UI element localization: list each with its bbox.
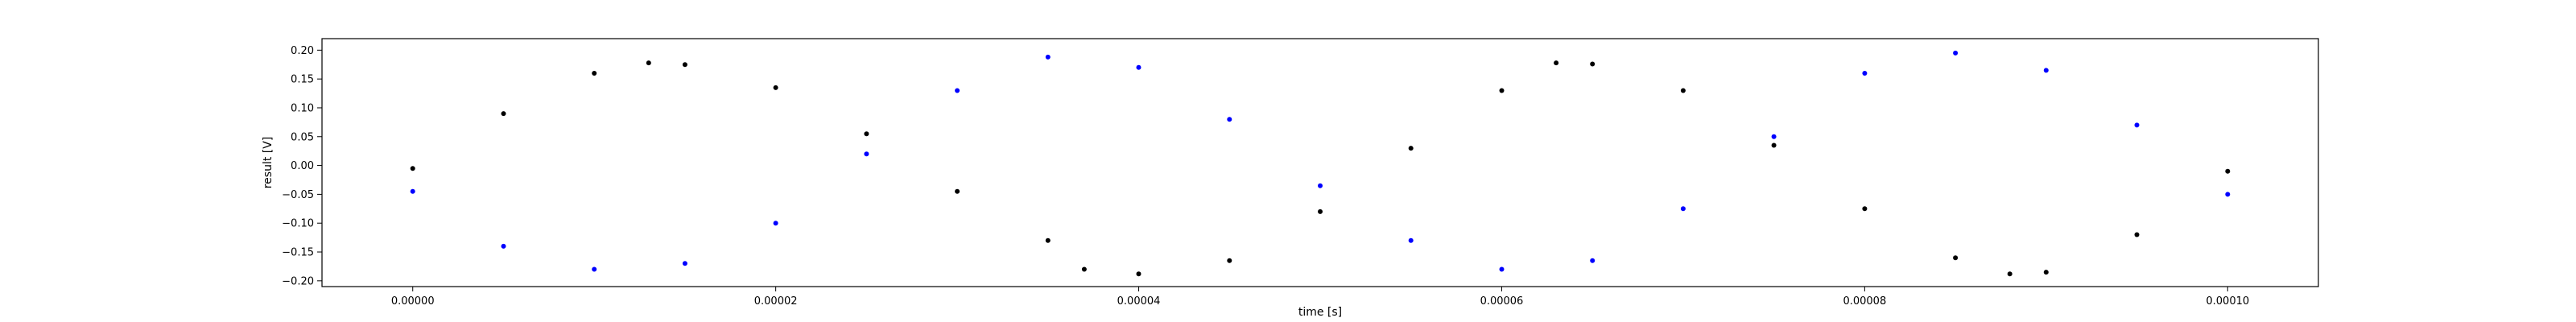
data-point <box>1771 142 1777 148</box>
data-point <box>773 85 778 90</box>
data-point <box>501 111 506 117</box>
x-tick-label: 0.00004 <box>1117 295 1161 308</box>
data-point <box>1408 146 1414 151</box>
data-point <box>1680 88 1686 93</box>
plot-frame <box>321 38 2319 287</box>
data-point <box>501 243 506 249</box>
x-tick-label: 0.00002 <box>754 295 798 308</box>
data-point <box>1590 61 1596 67</box>
data-point <box>1554 60 1559 66</box>
data-point <box>955 88 960 93</box>
data-point <box>1680 206 1686 212</box>
y-tick-label: −0.20 <box>282 275 314 287</box>
data-point <box>864 151 869 157</box>
y-tick-label: 0.05 <box>291 131 314 143</box>
data-point <box>1318 208 1323 214</box>
series-1 <box>410 60 2231 277</box>
y-tick-label: 0.00 <box>291 160 314 172</box>
data-point <box>1045 237 1051 243</box>
data-point <box>1499 88 1505 93</box>
data-point <box>2043 68 2049 73</box>
data-point <box>1862 71 1868 76</box>
series-layer <box>410 50 2231 277</box>
data-point <box>1136 64 1141 70</box>
data-point <box>592 266 597 272</box>
data-point <box>2225 192 2231 197</box>
x-tick-label: 0.00006 <box>1480 295 1524 308</box>
series-2 <box>410 50 2231 272</box>
y-tick-label: −0.15 <box>282 247 314 259</box>
data-point <box>1771 134 1777 139</box>
data-point <box>1227 258 1232 263</box>
y-axis-label: result [V] <box>262 137 275 189</box>
data-point <box>1862 206 1868 212</box>
x-tick-label: 0.00010 <box>2206 295 2249 308</box>
data-point <box>410 166 415 171</box>
data-point <box>1499 266 1505 272</box>
data-point <box>682 62 687 68</box>
data-point <box>1408 237 1414 243</box>
data-point <box>592 71 597 76</box>
data-point <box>1590 258 1596 263</box>
y-tick-label: 0.20 <box>291 45 314 57</box>
data-point <box>1045 54 1051 60</box>
data-point <box>2007 271 2013 277</box>
data-point <box>1136 271 1141 277</box>
y-axis: −0.20 −0.15 −0.10 −0.05 0.00 0.05 0.10 0.15 0.20 <box>282 45 322 287</box>
data-point <box>410 188 415 194</box>
data-point <box>2134 232 2140 237</box>
data-point <box>1318 183 1323 188</box>
x-axis-label: time [s] <box>1298 306 1342 319</box>
data-point <box>773 221 778 226</box>
x-axis: 0.00000 0.00002 0.00004 0.00006 0.00008 0.000… <box>391 287 2249 308</box>
data-point <box>1227 117 1232 122</box>
data-point <box>682 261 687 266</box>
data-point <box>2225 168 2231 174</box>
data-point <box>1953 50 1959 56</box>
data-point <box>646 60 651 66</box>
y-tick-label: 0.15 <box>291 74 314 86</box>
data-point <box>864 131 869 137</box>
data-point <box>1081 266 1087 272</box>
data-point <box>2134 122 2140 128</box>
y-tick-label: −0.05 <box>282 189 314 201</box>
data-point <box>955 188 960 194</box>
y-tick-label: −0.10 <box>282 218 314 230</box>
data-point <box>1953 255 1959 261</box>
x-tick-label: 0.00000 <box>391 295 435 308</box>
x-tick-label: 0.00008 <box>1843 295 1886 308</box>
y-tick-label: 0.10 <box>291 102 314 114</box>
data-point <box>2043 270 2049 275</box>
